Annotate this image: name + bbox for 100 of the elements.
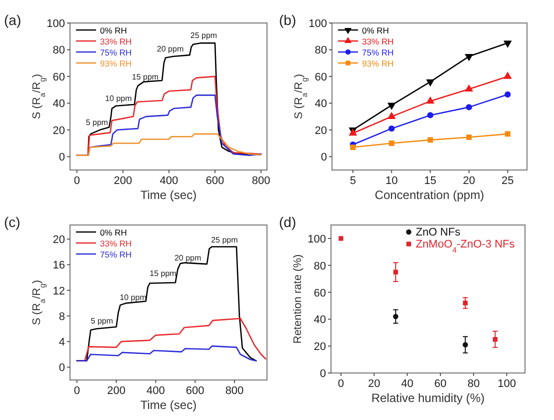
chart-title: (b)	[279, 12, 296, 28]
x-tick-label: 10	[385, 175, 398, 187]
point	[466, 104, 472, 110]
y-tick-label: 60	[314, 287, 326, 300]
point	[492, 337, 498, 342]
annotation: 15 ppm	[132, 72, 159, 82]
legend-label: 93% RH	[100, 58, 132, 68]
x-tick-label: 0	[74, 385, 80, 397]
y-tick-label: 60	[52, 71, 65, 84]
y-tick-label: 20	[314, 341, 326, 354]
point	[393, 270, 398, 274]
point	[464, 54, 474, 62]
legend-label: ZnMoO$_{4}$-ZnO-3 NFs	[416, 238, 516, 254]
point	[426, 79, 434, 87]
y-tick-label: 4	[58, 336, 65, 349]
legend-label: 75% RH	[362, 48, 394, 58]
y-tick-label: 40	[52, 98, 65, 110]
point	[504, 131, 510, 137]
point	[427, 112, 434, 118]
point	[426, 96, 434, 104]
legend-label: 33% RH	[100, 36, 132, 46]
point	[388, 140, 394, 146]
legend-label: ZnO NFs	[416, 226, 461, 238]
y-tick-label: 100	[308, 233, 326, 246]
point	[464, 84, 474, 92]
y-tick-label: 80	[52, 44, 65, 57]
point	[466, 134, 472, 140]
y-tick-label: 100	[46, 18, 65, 30]
y-tick-label: 0	[58, 362, 65, 374]
x-tick-label: 600	[206, 175, 224, 187]
y-tick-label: 20	[52, 234, 65, 246]
y-tick-label: 60	[314, 71, 327, 84]
x-axis-title: Concentration (ppm)	[374, 188, 484, 202]
y-tick-label: 20	[52, 124, 65, 137]
legend-label: 0% RH	[362, 26, 389, 36]
x-tick-label: 25	[502, 175, 514, 187]
x-tick-label: 40	[401, 378, 414, 390]
point	[387, 112, 396, 119]
annotation: 25 ppm	[211, 236, 238, 245]
y-tick-label: 80	[314, 44, 327, 57]
point	[462, 300, 468, 306]
annotation: 5 ppm	[90, 316, 114, 326]
x-axis-title: Time (sec)	[140, 188, 197, 202]
chart-title: (d)	[279, 214, 296, 230]
annotation: 20 ppm	[174, 254, 202, 263]
annotation: 10 ppm	[105, 94, 132, 103]
x-tick-label: 80	[467, 378, 480, 390]
chart-title: (c)	[4, 214, 20, 230]
x-tick-label: 800	[225, 385, 244, 397]
x-tick-label: 200	[114, 175, 132, 187]
x-tick-label: 800	[252, 175, 270, 187]
legend-label: 93% RH	[362, 58, 394, 68]
y-tick-label: 100	[308, 18, 327, 30]
legend-label: 0% RH	[100, 228, 127, 238]
y-axis-title: Retention rate (%)	[292, 254, 304, 344]
annotation: 5 ppm	[86, 118, 108, 127]
annotation: 15 ppm	[150, 269, 177, 278]
x-tick-label: 5	[350, 175, 356, 187]
point	[338, 236, 344, 241]
x-tick-label: 0	[338, 378, 344, 390]
y-tick-label: 16	[52, 260, 65, 272]
point	[503, 40, 512, 48]
legend-label: 0% RH	[100, 26, 127, 36]
point	[350, 144, 356, 150]
x-tick-label: 20	[368, 378, 380, 390]
legend-label: 75% RH	[100, 48, 132, 58]
y-tick-label: 0	[320, 152, 327, 164]
x-tick-label: 15	[424, 175, 436, 187]
legend-label: 33% RH	[100, 238, 132, 248]
line-series	[76, 133, 262, 156]
point	[428, 137, 434, 143]
x-axis-title: Time (sec)	[140, 398, 197, 412]
point	[388, 125, 395, 132]
legend-label: 33% RH	[362, 36, 394, 46]
x-tick-label: 100	[498, 378, 516, 390]
legend-label: 75% RH	[100, 250, 132, 260]
y-tick-label: 0	[58, 152, 65, 164]
x-tick-label: 20	[462, 175, 476, 187]
line-series	[76, 345, 257, 362]
point	[504, 91, 511, 98]
x-tick-label: 400	[160, 175, 178, 187]
y-tick-label: 0	[320, 368, 326, 380]
x-tick-label: 0	[74, 175, 80, 187]
y-tick-label: 12	[52, 285, 65, 298]
y-tick-label: 40	[314, 314, 326, 326]
x-tick-label: 200	[107, 385, 126, 397]
x-axis-title: Relative humidity (%)	[371, 391, 485, 405]
annotation: 20 ppm	[156, 44, 184, 54]
point	[393, 314, 398, 320]
annotation: 25 ppm	[190, 31, 218, 40]
y-tick-label: 8	[58, 310, 65, 323]
point	[387, 102, 396, 110]
point	[462, 342, 468, 348]
y-tick-label: 80	[314, 260, 326, 272]
x-tick-label: 60	[434, 378, 447, 390]
chart-title: (a)	[4, 12, 22, 28]
y-tick-label: 40	[314, 98, 327, 110]
y-tick-label: 20	[314, 124, 327, 137]
x-tick-label: 400	[146, 385, 165, 397]
x-tick-label: 600	[186, 385, 204, 397]
